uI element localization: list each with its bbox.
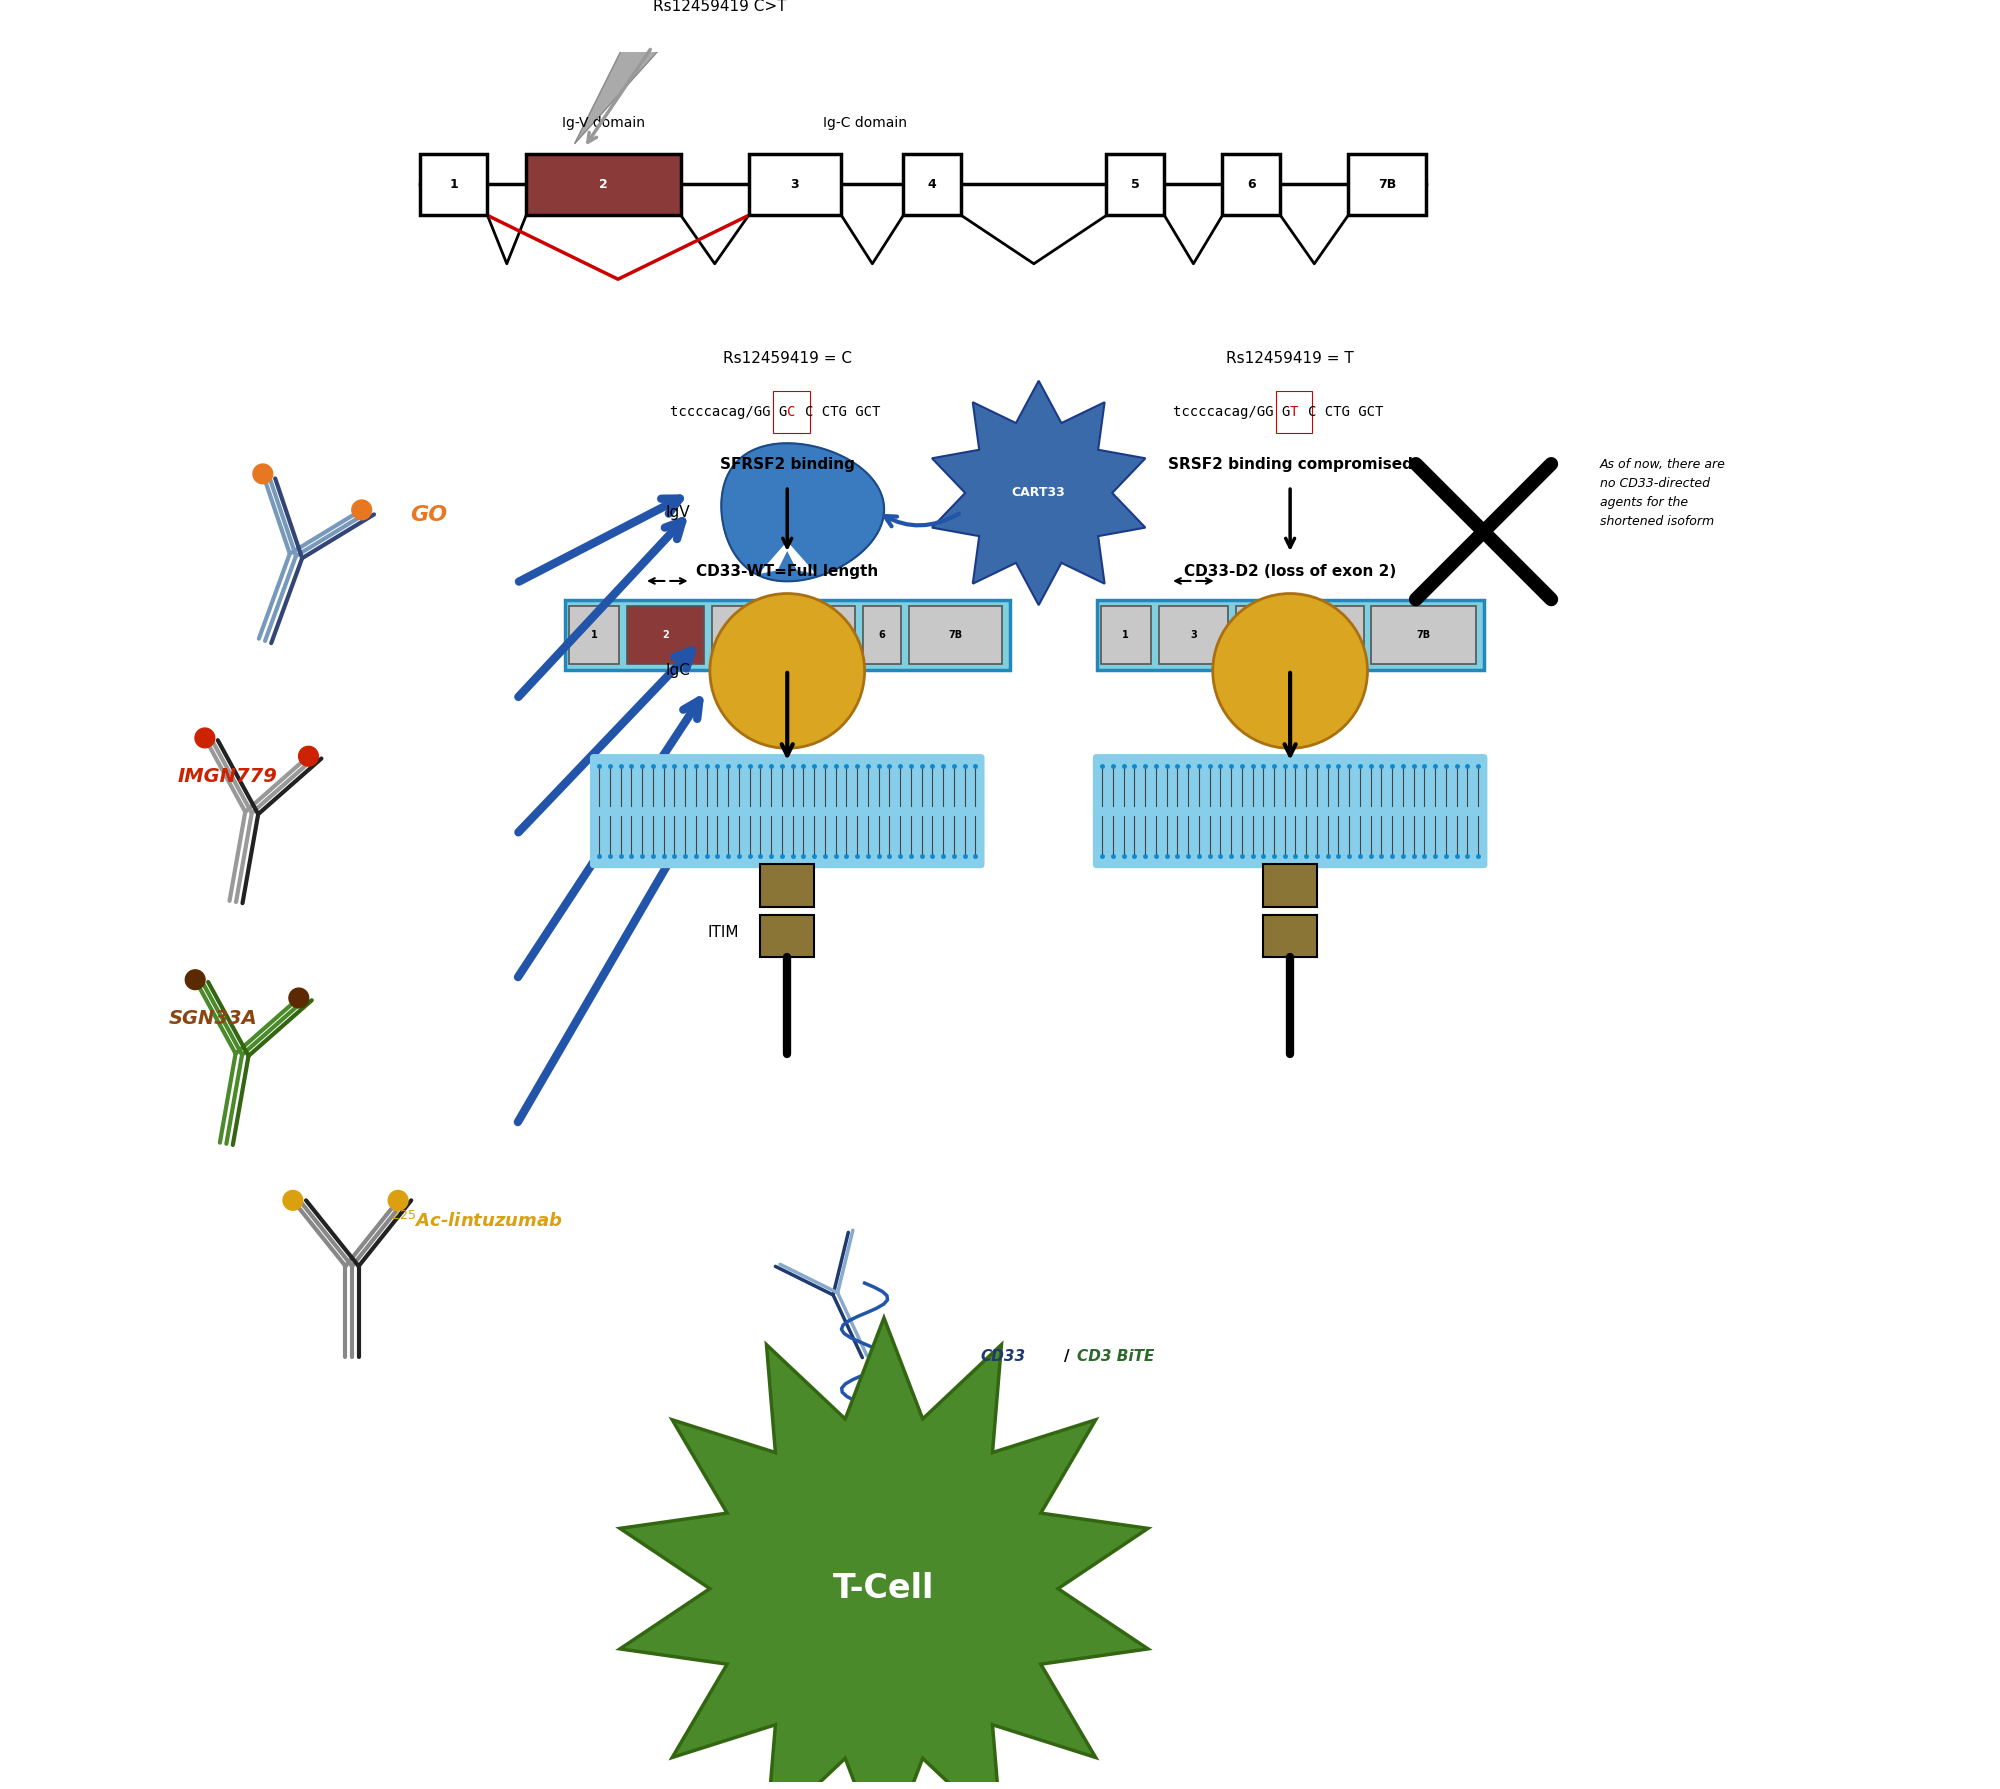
Text: tccccacag/GG G: tccccacag/GG G: [670, 404, 788, 419]
Text: Rs12459419 = C: Rs12459419 = C: [722, 351, 852, 365]
Circle shape: [194, 728, 214, 748]
Text: 1: 1: [1122, 630, 1130, 640]
Text: C CTG GCT: C CTG GCT: [804, 404, 880, 419]
Text: $^{225}$Ac-lintuzumab: $^{225}$Ac-lintuzumab: [390, 1211, 562, 1231]
Circle shape: [298, 746, 318, 766]
Text: tccccacag/GG G: tccccacag/GG G: [1172, 404, 1290, 419]
FancyBboxPatch shape: [1092, 755, 1488, 868]
Text: GO: GO: [410, 504, 448, 526]
Bar: [748, 154, 842, 215]
Text: T: T: [1290, 404, 1298, 419]
Text: ITIM: ITIM: [708, 925, 738, 939]
Text: 5: 5: [1132, 177, 1140, 191]
Bar: [862, 606, 902, 664]
Text: 7B: 7B: [948, 630, 962, 640]
Bar: [1158, 606, 1228, 664]
Text: Ig-V domain: Ig-V domain: [562, 116, 646, 131]
Text: 7B: 7B: [1416, 630, 1430, 640]
Bar: [712, 606, 774, 664]
Bar: [760, 914, 814, 957]
Bar: [1372, 606, 1476, 664]
Text: IgV: IgV: [666, 504, 690, 521]
Bar: [824, 606, 854, 664]
Text: 3: 3: [740, 630, 746, 640]
Bar: [1096, 601, 1484, 669]
Bar: [526, 154, 680, 215]
Polygon shape: [574, 47, 662, 143]
Bar: [1324, 606, 1364, 664]
Text: IgC: IgC: [666, 664, 690, 678]
Text: CART33: CART33: [1012, 487, 1066, 499]
Bar: [782, 606, 816, 664]
Bar: [1282, 606, 1318, 664]
Bar: [564, 601, 1010, 669]
Circle shape: [284, 1190, 302, 1209]
Bar: [1236, 606, 1274, 664]
Text: 3: 3: [1190, 630, 1196, 640]
Text: 6: 6: [1340, 630, 1348, 640]
Text: 1: 1: [590, 630, 598, 640]
Text: 2: 2: [662, 630, 668, 640]
Bar: [1264, 914, 1318, 957]
Text: Rs12459419 = T: Rs12459419 = T: [1226, 351, 1354, 365]
Circle shape: [288, 988, 308, 1007]
FancyBboxPatch shape: [590, 755, 984, 868]
Text: CD33-WT=Full length: CD33-WT=Full length: [696, 564, 878, 578]
Bar: [1348, 154, 1426, 215]
Polygon shape: [758, 542, 816, 574]
Bar: [420, 154, 488, 215]
Bar: [910, 606, 1002, 664]
Text: CD33: CD33: [980, 1349, 1026, 1363]
Text: As of now, there are
no CD33-directed
agents for the
shortened isoform: As of now, there are no CD33-directed ag…: [1600, 458, 1726, 528]
Text: IMGN779: IMGN779: [178, 767, 278, 785]
Circle shape: [252, 463, 272, 483]
Text: 2: 2: [600, 177, 608, 191]
Bar: [1100, 606, 1150, 664]
Text: T-Cell: T-Cell: [834, 1573, 934, 1605]
Text: 6: 6: [1248, 177, 1256, 191]
Text: 7B: 7B: [1378, 177, 1396, 191]
Bar: [1264, 864, 1318, 907]
Circle shape: [186, 970, 206, 989]
Polygon shape: [722, 444, 884, 581]
Circle shape: [352, 501, 372, 521]
Polygon shape: [932, 381, 1146, 605]
Text: CD3 BiTE: CD3 BiTE: [1078, 1349, 1154, 1363]
Bar: [626, 606, 704, 664]
Polygon shape: [620, 1318, 1148, 1789]
Text: SFRSF2 binding: SFRSF2 binding: [720, 458, 854, 472]
Bar: [568, 606, 618, 664]
Circle shape: [710, 594, 864, 748]
Text: SRSF2 binding compromised: SRSF2 binding compromised: [1168, 458, 1412, 472]
Bar: [904, 154, 962, 215]
Text: 5: 5: [1296, 630, 1304, 640]
Text: C: C: [788, 404, 796, 419]
Text: 1: 1: [450, 177, 458, 191]
Text: 5: 5: [836, 630, 842, 640]
Bar: [1106, 154, 1164, 215]
Text: SGN33A: SGN33A: [168, 1009, 258, 1027]
Text: Rs12459419 C>T: Rs12459419 C>T: [652, 0, 786, 14]
Text: 3: 3: [790, 177, 800, 191]
Text: C CTG GCT: C CTG GCT: [1308, 404, 1382, 419]
Text: 6: 6: [878, 630, 886, 640]
Text: 4: 4: [796, 630, 802, 640]
Text: Ig-C domain: Ig-C domain: [822, 116, 906, 131]
Bar: [760, 864, 814, 907]
Text: /: /: [1064, 1349, 1070, 1363]
Text: 4: 4: [928, 177, 936, 191]
Bar: [1222, 154, 1280, 215]
Text: 4: 4: [1252, 630, 1258, 640]
Text: CD33-D2 (loss of exon 2): CD33-D2 (loss of exon 2): [1184, 564, 1396, 578]
Circle shape: [1212, 594, 1368, 748]
Circle shape: [388, 1190, 408, 1209]
